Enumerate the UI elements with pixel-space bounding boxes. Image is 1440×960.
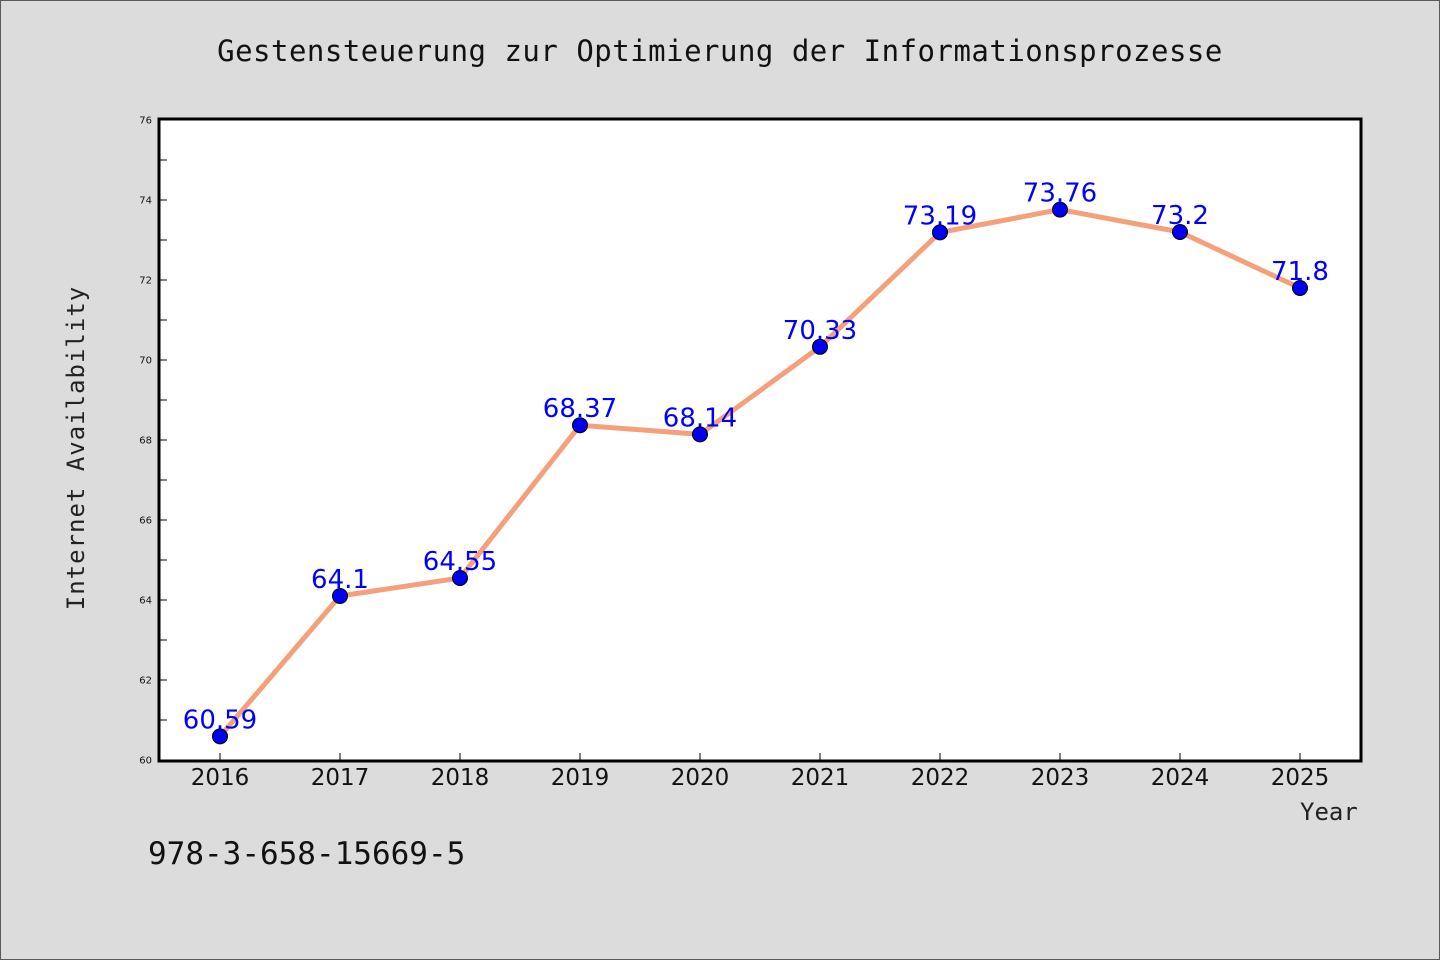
y-tick-label: 66	[139, 516, 152, 527]
isbn-note: 978-3-658-15669-5	[148, 836, 466, 872]
data-point	[452, 570, 468, 586]
y-tick-label: 60	[139, 756, 152, 767]
x-tick-label: 2019	[551, 765, 610, 791]
data-point	[932, 224, 948, 241]
series-group	[212, 201, 1308, 745]
data-label: 73.76	[1023, 179, 1097, 209]
x-tick-label: 2022	[911, 765, 970, 791]
x-tick-label: 2017	[311, 765, 370, 791]
data-point	[692, 426, 708, 443]
data-point	[332, 588, 348, 604]
y-tick-label: 62	[139, 676, 152, 687]
data-point	[812, 338, 828, 355]
data-label: 64.55	[423, 547, 497, 577]
y-tick-label: 70	[139, 356, 152, 367]
data-label: 64.1	[311, 565, 369, 595]
data-point	[212, 728, 228, 745]
x-axis-label: Year	[1300, 798, 1358, 826]
data-point	[1052, 201, 1068, 218]
y-axis-ticks: 60 62 64 66 68 70 72 74 76	[139, 116, 167, 767]
data-label: 60.59	[183, 705, 257, 735]
data-point	[1292, 280, 1308, 296]
data-label: 70.33	[783, 316, 857, 346]
data-label: 73.19	[903, 201, 977, 231]
y-tick-label: 72	[139, 276, 152, 287]
data-label: 71.8	[1271, 257, 1329, 287]
y-tick-label: 68	[139, 436, 152, 447]
data-label: 68.14	[663, 403, 737, 433]
data-point	[1172, 224, 1188, 240]
data-label: 68.37	[543, 394, 617, 424]
y-axis-label: Internet Availability	[62, 285, 90, 611]
x-tick-label: 2016	[191, 765, 250, 791]
x-tick-label: 2021	[791, 765, 850, 791]
x-tick-label: 2025	[1271, 765, 1330, 791]
series-line	[217, 207, 1303, 739]
data-point	[572, 417, 588, 434]
chart-title: Gestensteuerung zur Optimierung der Info…	[217, 34, 1223, 68]
x-tick-label: 2018	[431, 765, 490, 791]
data-label: 73.2	[1151, 201, 1209, 231]
data-labels: 60.59 64.1 64.55 68.37 68.14 70.33 73.19 73.76 7…	[183, 179, 1329, 736]
y-tick-label: 74	[139, 196, 152, 207]
x-axis-ticks: 2016 2017 2018 2019 2020 2021 2022 2023 2024 2025	[191, 753, 1330, 791]
x-tick-label: 2020	[671, 765, 730, 791]
y-tick-label: 64	[139, 596, 152, 607]
x-tick-label: 2023	[1031, 765, 1090, 791]
y-tick-label: 76	[139, 116, 152, 127]
x-tick-label: 2024	[1151, 765, 1210, 791]
